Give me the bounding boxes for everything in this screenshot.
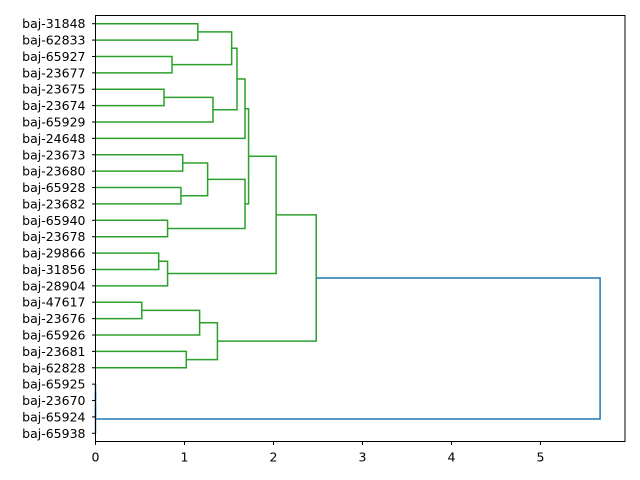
leaf-label: baj-28904 — [22, 278, 85, 293]
leaf-label: baj-65929 — [22, 115, 85, 130]
leaf-label: baj-62828 — [22, 360, 85, 375]
leaf-label: baj-29866 — [22, 246, 85, 261]
dendrogram-link — [95, 88, 165, 107]
leaf-label: baj-31848 — [22, 16, 85, 31]
leaf-label: baj-23678 — [22, 229, 85, 244]
dendrogram-link — [167, 155, 277, 275]
dendrogram-link — [95, 78, 246, 140]
leaf-label: baj-23673 — [22, 147, 85, 162]
leaf-label: baj-65925 — [22, 377, 85, 392]
dendrogram-link — [95, 309, 201, 336]
leaf-label: baj-62833 — [22, 33, 85, 48]
dendrogram-link — [95, 186, 182, 205]
dendrogram-link — [95, 96, 214, 123]
dendrogram-link — [180, 162, 209, 197]
dendrogram-link — [95, 277, 601, 420]
leaf-label: baj-65924 — [22, 409, 85, 424]
x-tick-label: 3 — [358, 450, 366, 465]
dendrogram-link — [95, 260, 169, 287]
x-axis: 0 1 2 3 4 5 — [92, 441, 544, 465]
dendrogram-link — [212, 47, 238, 111]
leaf-label: baj-65926 — [22, 328, 85, 343]
x-tick-label: 4 — [447, 450, 455, 465]
leaf-label: baj-23676 — [22, 311, 85, 326]
dendrogram-link — [95, 301, 143, 320]
leaf-label: baj-24648 — [22, 131, 85, 146]
leaf-label: baj-23682 — [22, 196, 85, 211]
dendrogram-link — [95, 219, 169, 238]
leaf-label: baj-65927 — [22, 49, 85, 64]
dendrogram-link — [95, 55, 173, 74]
leaf-label: baj-23674 — [22, 98, 85, 113]
plot-frame — [95, 15, 626, 442]
leaf-label: baj-23677 — [22, 65, 85, 80]
dendrogram-link — [95, 22, 199, 41]
dendrogram-links — [94, 22, 601, 434]
x-tick-label: 5 — [536, 450, 544, 465]
dendrogram-link — [95, 350, 188, 369]
leaf-label: baj-23670 — [22, 393, 85, 408]
x-tick-label: 0 — [92, 450, 100, 465]
dendrogram-link — [95, 154, 184, 172]
leaf-label: baj-65928 — [22, 180, 85, 195]
leaf-label: baj-47617 — [22, 295, 85, 310]
leaf-label: baj-65940 — [22, 213, 85, 228]
dendrogram-link — [217, 214, 317, 342]
leaf-label: baj-23675 — [22, 82, 85, 97]
leaf-label: baj-23681 — [22, 344, 85, 359]
leaf-label: baj-65938 — [22, 426, 85, 441]
x-tick-label: 2 — [270, 450, 278, 465]
dendrogram-link — [172, 31, 233, 66]
x-tick-label: 1 — [181, 450, 189, 465]
leaf-label: baj-31856 — [22, 262, 85, 277]
dendrogram-link — [186, 321, 219, 361]
leaf-label: baj-23680 — [22, 164, 85, 179]
dendrogram-link — [95, 252, 160, 271]
